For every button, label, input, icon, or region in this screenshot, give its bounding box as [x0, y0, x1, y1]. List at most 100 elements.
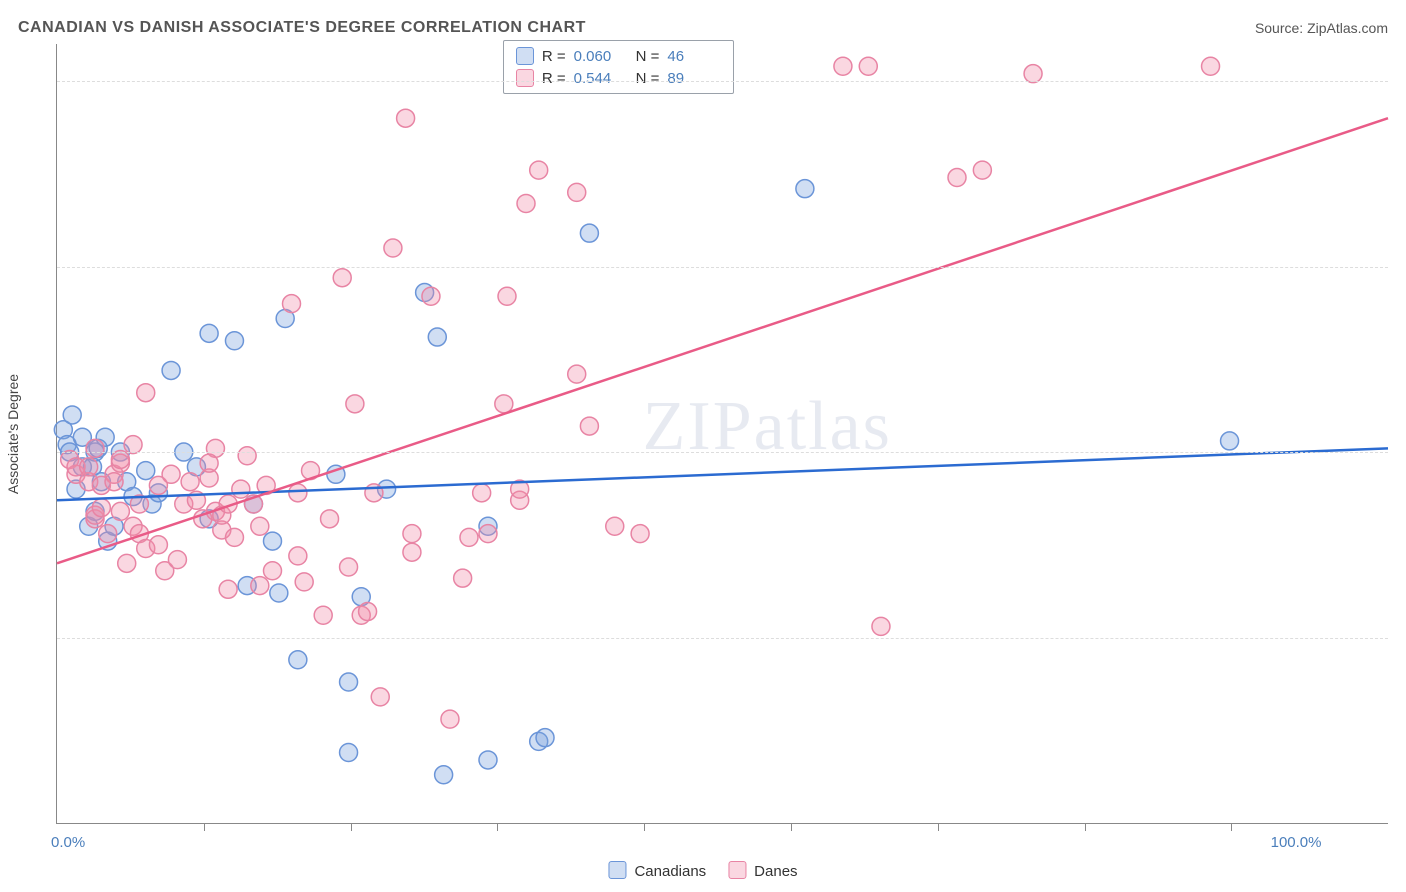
scatter-point — [289, 484, 307, 502]
scatter-point — [263, 562, 281, 580]
legend-stats-row: R =0.060N =46 — [516, 45, 722, 67]
scatter-point — [181, 473, 199, 491]
scatter-point — [631, 525, 649, 543]
y-axis-title: Associate's Degree — [5, 373, 21, 493]
scatter-point — [149, 536, 167, 554]
scatter-point — [295, 573, 313, 591]
source-value: ZipAtlas.com — [1307, 20, 1388, 36]
scatter-point — [403, 543, 421, 561]
scatter-point — [321, 510, 339, 528]
y-tick-label: 50.0% — [1394, 444, 1406, 461]
scatter-point — [359, 603, 377, 621]
legend-item: Canadians — [608, 861, 706, 880]
scatter-point — [859, 57, 877, 75]
legend-r-value: 0.060 — [574, 48, 628, 65]
chart-container: CANADIAN VS DANISH ASSOCIATE'S DEGREE CO… — [0, 0, 1406, 892]
scatter-point — [796, 180, 814, 198]
plot-area: Associate's Degree ZIPatlas R =0.060N =4… — [56, 44, 1388, 824]
chart-header: CANADIAN VS DANISH ASSOCIATE'S DEGREE CO… — [0, 0, 1406, 44]
scatter-point — [99, 525, 117, 543]
scatter-point — [346, 395, 364, 413]
scatter-point — [270, 584, 288, 602]
scatter-point — [495, 395, 513, 413]
scatter-point — [340, 558, 358, 576]
scatter-point — [289, 651, 307, 669]
x-tick-label: 0.0% — [51, 834, 85, 851]
scatter-point — [580, 224, 598, 242]
scatter-point — [137, 384, 155, 402]
x-tick — [1085, 823, 1086, 831]
scatter-point — [460, 528, 478, 546]
plot-wrap: Associate's Degree ZIPatlas R =0.060N =4… — [56, 44, 1388, 824]
x-tick — [938, 823, 939, 831]
scatter-point — [454, 569, 472, 587]
scatter-point — [219, 580, 237, 598]
scatter-point — [340, 744, 358, 762]
scatter-point — [536, 729, 554, 747]
scatter-point — [124, 436, 142, 454]
x-tick — [351, 823, 352, 831]
scatter-point — [568, 365, 586, 383]
scatter-point — [1221, 432, 1239, 450]
scatter-point — [568, 183, 586, 201]
scatter-point — [137, 462, 155, 480]
legend-r-label: R = — [542, 70, 566, 87]
scatter-point — [283, 295, 301, 313]
scatter-point — [340, 673, 358, 691]
scatter-point — [63, 406, 81, 424]
scatter-point — [948, 169, 966, 187]
scatter-point — [498, 287, 516, 305]
scatter-point — [872, 617, 890, 635]
scatter-point — [435, 766, 453, 784]
legend-swatch — [728, 861, 746, 879]
legend-swatch — [516, 69, 534, 87]
scatter-point — [162, 361, 180, 379]
x-tick — [644, 823, 645, 831]
legend-n-value: 89 — [667, 70, 721, 87]
scatter-point — [1202, 57, 1220, 75]
scatter-point — [834, 57, 852, 75]
scatter-point — [517, 195, 535, 213]
scatter-point — [118, 554, 136, 572]
x-tick — [791, 823, 792, 831]
scatter-svg — [57, 44, 1388, 823]
scatter-point — [111, 502, 129, 520]
x-tick-label: 100.0% — [1271, 834, 1322, 851]
legend-stats-row: R = 0.544 N = 89 — [516, 67, 722, 89]
scatter-point — [473, 484, 491, 502]
scatter-point — [606, 517, 624, 535]
scatter-point — [225, 332, 243, 350]
legend-stats-box: R =0.060N =46R =0.544N =89 — [503, 40, 735, 94]
scatter-point — [86, 439, 104, 457]
legend-label: Danes — [754, 863, 797, 880]
y-tick-label: 100.0% — [1394, 73, 1406, 90]
legend-r-label: R = — [542, 48, 566, 65]
trend-line — [57, 118, 1388, 563]
scatter-point — [80, 458, 98, 476]
scatter-point — [225, 528, 243, 546]
x-tick — [1231, 823, 1232, 831]
scatter-point — [105, 473, 123, 491]
legend-r-value: 0.544 — [574, 70, 628, 87]
scatter-point — [1024, 65, 1042, 83]
scatter-point — [289, 547, 307, 565]
scatter-point — [251, 517, 269, 535]
scatter-point — [397, 109, 415, 127]
scatter-point — [428, 328, 446, 346]
scatter-point — [479, 751, 497, 769]
scatter-point — [251, 577, 269, 595]
scatter-point — [441, 710, 459, 728]
scatter-point — [232, 480, 250, 498]
gridline-h — [57, 267, 1388, 268]
chart-source: Source: ZipAtlas.com — [1255, 20, 1388, 36]
scatter-point — [111, 450, 129, 468]
x-tick — [497, 823, 498, 831]
scatter-point — [973, 161, 991, 179]
legend-n-label: N = — [636, 70, 660, 87]
gridline-h — [57, 452, 1388, 453]
y-tick-label: 75.0% — [1394, 258, 1406, 275]
gridline-h — [57, 638, 1388, 639]
scatter-point — [92, 499, 110, 517]
scatter-point — [403, 525, 421, 543]
scatter-point — [263, 532, 281, 550]
